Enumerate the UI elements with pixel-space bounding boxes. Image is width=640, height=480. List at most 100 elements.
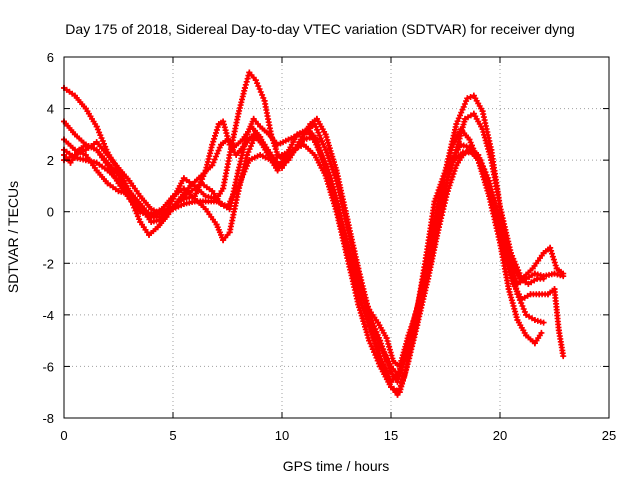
series-track-4 [61,131,547,370]
data-point [213,221,220,228]
data-point [104,151,111,158]
data-point [366,311,373,318]
data-point [540,319,547,326]
data-point [470,110,477,117]
data-point [396,389,403,396]
data-point [322,172,329,179]
data-point [180,200,187,207]
data-point [444,188,451,195]
data-point [154,224,161,231]
data-point [525,280,532,287]
series-markers [61,131,544,370]
x-tick-label: 10 [275,428,289,443]
data-point [215,121,222,128]
data-point [479,108,486,115]
data-point [333,208,340,215]
data-point [425,275,432,282]
data-point [453,146,460,153]
data-point [285,136,292,143]
data-point [82,157,89,164]
data-point [137,200,144,207]
data-point [470,92,477,99]
chart-title: Day 175 of 2018, Sidereal Day-to-day VTE… [65,21,574,37]
series-markers [61,69,544,398]
data-point [226,151,233,158]
data-point [148,213,155,220]
data-point [180,193,187,200]
data-point [198,180,205,187]
data-point [274,141,281,148]
data-point [246,69,253,76]
data-point [377,363,384,370]
x-tick-label: 25 [602,428,616,443]
data-point [431,198,438,205]
data-point [527,291,534,298]
data-point [377,337,384,344]
data-point [137,193,144,200]
data-point [180,175,187,182]
data-point [137,206,144,213]
data-point [305,128,312,135]
data-point [202,167,209,174]
data-point [217,141,224,148]
data-point [274,167,281,174]
data-point [268,157,275,164]
x-tick-label: 5 [169,428,176,443]
data-point [93,139,100,146]
data-point [322,146,329,153]
data-point [523,332,530,339]
data-point [529,265,536,272]
data-point [344,216,351,223]
data-point [518,275,525,282]
data-point [540,275,547,282]
data-point [93,123,100,130]
data-point [405,358,412,365]
data-point [202,206,209,213]
y-axis-label: SDTVAR / TECUs [5,181,21,293]
x-tick-label: 0 [60,428,67,443]
plot-frame [63,56,610,419]
data-point [170,193,176,200]
data-point [226,229,233,236]
data-point [233,151,240,158]
data-point [414,322,421,329]
data-point [224,203,231,210]
data-point [257,123,264,130]
data-point [148,206,155,213]
data-point [383,335,390,342]
data-point [544,291,551,298]
data-point [148,219,155,226]
data-point [377,353,384,360]
data-point [220,118,227,125]
data-point [115,177,122,184]
data-point [209,162,216,169]
data-point [209,141,216,148]
axis-ticks: -8 -6 -4 -2 0 2 4 6 0 5 10 15 20 25 [42,50,616,443]
data-point [374,319,381,326]
series-track-3 [61,118,545,385]
data-point [518,296,525,303]
data-point [453,121,460,128]
data-point [93,159,100,166]
data-point [71,146,78,153]
data-point [507,249,514,256]
data-point [366,322,373,329]
data-point [241,84,248,91]
data-point [307,121,314,128]
data-point [300,136,307,143]
data-point [246,157,253,164]
data-point [137,219,144,226]
data-point [313,115,320,122]
data-point [82,146,89,153]
data-point [235,182,242,189]
series-line [62,119,543,384]
data-point [289,146,296,153]
data-point [71,131,78,138]
data-point [170,206,176,213]
data-point [313,141,320,148]
data-point [394,378,401,385]
x-tick-label: 20 [493,428,507,443]
data-point [514,317,521,324]
data-point [453,162,460,169]
